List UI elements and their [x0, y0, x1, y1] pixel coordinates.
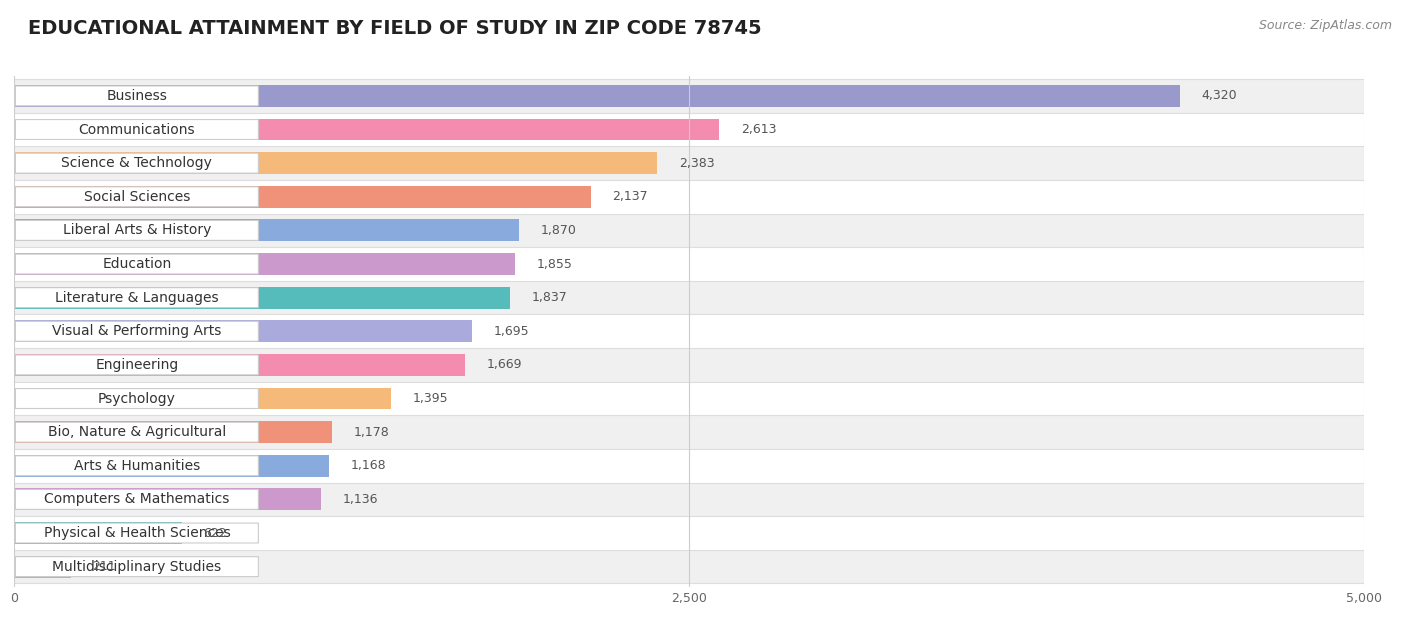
Text: Multidisciplinary Studies: Multidisciplinary Studies: [52, 560, 222, 574]
FancyBboxPatch shape: [15, 288, 259, 307]
Text: 1,136: 1,136: [342, 493, 378, 506]
Text: Physical & Health Sciences: Physical & Health Sciences: [44, 526, 231, 540]
Text: Science & Technology: Science & Technology: [62, 156, 212, 170]
FancyBboxPatch shape: [15, 86, 259, 106]
Text: Social Sciences: Social Sciences: [84, 190, 190, 204]
Bar: [14, 152, 658, 174]
Bar: [14, 488, 321, 510]
Text: 1,695: 1,695: [494, 325, 529, 338]
FancyBboxPatch shape: [15, 254, 259, 274]
FancyBboxPatch shape: [14, 449, 1364, 483]
Text: Arts & Humanities: Arts & Humanities: [73, 459, 200, 473]
Text: Business: Business: [107, 89, 167, 103]
FancyBboxPatch shape: [14, 348, 1364, 382]
FancyBboxPatch shape: [15, 321, 259, 341]
Bar: [14, 354, 464, 376]
Text: 2,137: 2,137: [613, 191, 648, 203]
FancyBboxPatch shape: [14, 382, 1364, 415]
FancyBboxPatch shape: [14, 550, 1364, 584]
Text: Engineering: Engineering: [96, 358, 179, 372]
Bar: [14, 556, 72, 577]
Text: Visual & Performing Arts: Visual & Performing Arts: [52, 324, 222, 338]
FancyBboxPatch shape: [15, 523, 259, 543]
FancyBboxPatch shape: [14, 281, 1364, 314]
Bar: [14, 253, 515, 275]
FancyBboxPatch shape: [15, 119, 259, 139]
Text: 622: 622: [204, 526, 228, 540]
FancyBboxPatch shape: [14, 247, 1364, 281]
Text: 1,669: 1,669: [486, 358, 522, 372]
FancyBboxPatch shape: [14, 146, 1364, 180]
FancyBboxPatch shape: [14, 314, 1364, 348]
Text: 1,395: 1,395: [412, 392, 449, 405]
FancyBboxPatch shape: [15, 220, 259, 240]
Bar: [14, 422, 332, 443]
FancyBboxPatch shape: [15, 153, 259, 173]
Bar: [14, 119, 720, 141]
Text: Liberal Arts & History: Liberal Arts & History: [63, 223, 211, 237]
Text: Computers & Mathematics: Computers & Mathematics: [44, 492, 229, 507]
Bar: [14, 522, 181, 544]
Text: Communications: Communications: [79, 122, 195, 136]
Text: 2,613: 2,613: [741, 123, 776, 136]
Text: 1,870: 1,870: [540, 224, 576, 237]
Bar: [14, 286, 510, 309]
Text: 4,320: 4,320: [1202, 90, 1237, 102]
Text: Bio, Nature & Agricultural: Bio, Nature & Agricultural: [48, 425, 226, 439]
FancyBboxPatch shape: [14, 213, 1364, 247]
FancyBboxPatch shape: [14, 180, 1364, 213]
Text: 1,837: 1,837: [531, 291, 567, 304]
Text: 211: 211: [93, 560, 117, 573]
Text: Psychology: Psychology: [98, 391, 176, 406]
Bar: [14, 85, 1180, 107]
FancyBboxPatch shape: [15, 490, 259, 509]
Text: 1,855: 1,855: [537, 257, 572, 271]
FancyBboxPatch shape: [14, 79, 1364, 113]
FancyBboxPatch shape: [15, 355, 259, 375]
Bar: [14, 220, 519, 241]
FancyBboxPatch shape: [15, 557, 259, 577]
Text: EDUCATIONAL ATTAINMENT BY FIELD OF STUDY IN ZIP CODE 78745: EDUCATIONAL ATTAINMENT BY FIELD OF STUDY…: [28, 19, 762, 38]
FancyBboxPatch shape: [15, 389, 259, 408]
Bar: [14, 455, 329, 476]
Bar: [14, 186, 591, 208]
FancyBboxPatch shape: [15, 422, 259, 442]
FancyBboxPatch shape: [15, 456, 259, 476]
Text: Education: Education: [103, 257, 172, 271]
FancyBboxPatch shape: [15, 187, 259, 207]
FancyBboxPatch shape: [14, 516, 1364, 550]
Text: Source: ZipAtlas.com: Source: ZipAtlas.com: [1258, 19, 1392, 32]
FancyBboxPatch shape: [14, 483, 1364, 516]
Bar: [14, 321, 471, 342]
Text: Literature & Languages: Literature & Languages: [55, 291, 219, 305]
FancyBboxPatch shape: [14, 113, 1364, 146]
Text: 2,383: 2,383: [679, 156, 714, 170]
Bar: [14, 387, 391, 410]
Text: 1,178: 1,178: [354, 426, 389, 439]
FancyBboxPatch shape: [14, 415, 1364, 449]
Text: 1,168: 1,168: [352, 459, 387, 472]
